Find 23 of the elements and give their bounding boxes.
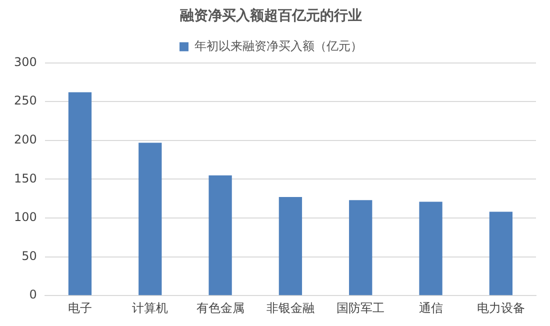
x-tick-label: 国防军工 (336, 300, 385, 315)
x-tick-label: 电子 (68, 300, 92, 315)
y-tick-label: 150 (14, 171, 37, 186)
bar (489, 212, 512, 296)
y-tick-label: 0 (29, 288, 37, 302)
y-tick-label: 100 (14, 210, 37, 224)
bar (349, 200, 372, 296)
bar (138, 142, 162, 296)
legend-label: 年初以来融资净买入额（亿元） (194, 38, 362, 53)
chart-title: 融资净买入额超百亿元的行业 (180, 7, 362, 24)
x-tick-label: 非银金融 (266, 300, 314, 315)
bar (68, 92, 92, 296)
bar (278, 197, 302, 296)
bar (419, 202, 442, 296)
x-tick-label: 有色金属 (196, 300, 244, 315)
y-tick-label: 250 (14, 94, 37, 108)
y-tick-label: 300 (14, 54, 37, 69)
x-tick-label: 计算机 (132, 300, 168, 315)
x-tick-label: 通信 (418, 300, 443, 315)
bar (208, 175, 232, 296)
y-tick-label: 200 (14, 132, 37, 147)
x-tick-label: 电力设备 (476, 300, 525, 315)
y-tick-label: 50 (22, 248, 37, 263)
